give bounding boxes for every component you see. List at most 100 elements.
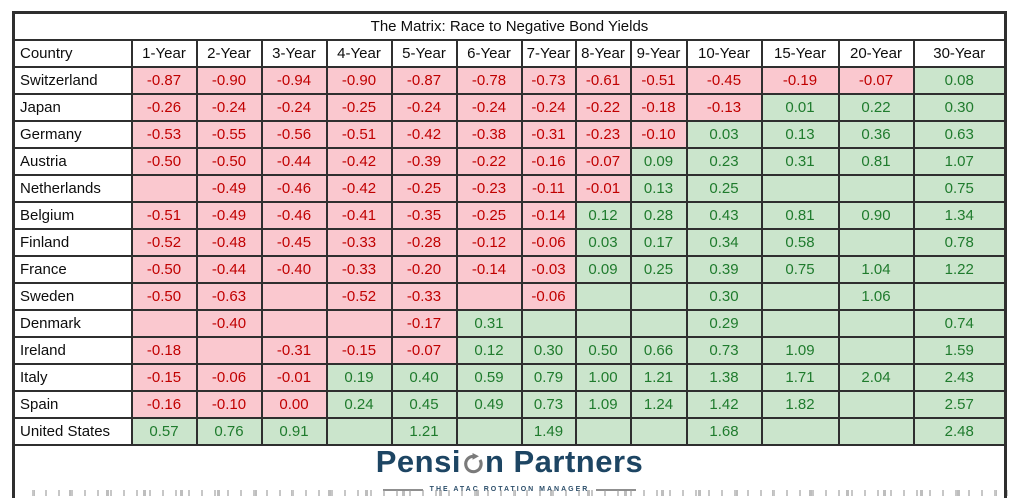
- yield-cell-austria-3-year: -0.44: [260, 147, 328, 176]
- yield-cell-italy-8-year: 1.00: [574, 363, 632, 392]
- yield-cell-austria-20-year: 0.81: [837, 147, 915, 176]
- yield-cell-germany-6-year: -0.38: [455, 120, 523, 149]
- yield-cell-germany-4-year: -0.51: [325, 120, 393, 149]
- yield-cell-austria-7-year: -0.16: [520, 147, 577, 176]
- yield-cell-switzerland-9-year: -0.51: [629, 66, 688, 95]
- yield-cell-germany-3-year: -0.56: [260, 120, 328, 149]
- yield-cell-netherlands-2-year: -0.49: [195, 174, 263, 203]
- table-title: The Matrix: Race to Negative Bond Yields: [12, 11, 1007, 41]
- yield-cell-austria-15-year: 0.31: [760, 147, 840, 176]
- yield-cell-japan-20-year: 0.22: [837, 93, 915, 122]
- yield-cell-italy-30-year: 2.43: [912, 363, 1007, 392]
- yield-cell-denmark-7-year: [520, 309, 577, 338]
- yield-cell-france-15-year: 0.75: [760, 255, 840, 284]
- yield-cell-sweden-4-year: -0.52: [325, 282, 393, 311]
- yield-cell-spain-7-year: 0.73: [520, 390, 577, 419]
- yield-cell-japan-30-year: 0.30: [912, 93, 1007, 122]
- yield-cell-spain-1-year: -0.16: [130, 390, 198, 419]
- yield-cell-ireland-1-year: -0.18: [130, 336, 198, 365]
- yield-cell-denmark-15-year: [760, 309, 840, 338]
- yield-cell-netherlands-3-year: -0.46: [260, 174, 328, 203]
- table-row-netherlands: Netherlands -0.49 -0.46 -0.42 -0.25 -0.23 -0.1…: [12, 174, 1007, 203]
- yield-cell-germany-15-year: 0.13: [760, 120, 840, 149]
- table-row-ireland: Ireland -0.18 -0.31 -0.15 -0.07 0.12 0.30 0.50 0…: [12, 336, 1007, 365]
- yield-cell-denmark-10-year: 0.29: [685, 309, 763, 338]
- tagline-text: THE ATAC ROTATION MANAGER: [430, 477, 590, 498]
- yield-cell-germany-1-year: -0.53: [130, 120, 198, 149]
- country-cell-denmark: Denmark: [12, 309, 133, 338]
- logo-cell: Pensi n Partners THE ATAC ROTATION MANAGE…: [12, 444, 1007, 498]
- yield-cell-austria-30-year: 1.07: [912, 147, 1007, 176]
- column-header-8-year: 8-Year: [574, 39, 632, 68]
- yield-cell-spain-6-year: 0.49: [455, 390, 523, 419]
- yield-cell-france-9-year: 0.25: [629, 255, 688, 284]
- yield-cell-switzerland-6-year: -0.78: [455, 66, 523, 95]
- yield-cell-finland-5-year: -0.28: [390, 228, 458, 257]
- column-header-7-year: 7-Year: [520, 39, 577, 68]
- yield-cell-ireland-3-year: -0.31: [260, 336, 328, 365]
- yield-cell-united-states-8-year: [574, 417, 632, 446]
- yield-cell-germany-10-year: 0.03: [685, 120, 763, 149]
- yield-cell-switzerland-1-year: -0.87: [130, 66, 198, 95]
- yield-cell-switzerland-3-year: -0.94: [260, 66, 328, 95]
- table-row-switzerland: Switzerland -0.87 -0.90 -0.94 -0.90 -0.87 -0.7…: [12, 66, 1007, 95]
- yield-cell-united-states-30-year: 2.48: [912, 417, 1007, 446]
- yield-cell-belgium-1-year: -0.51: [130, 201, 198, 230]
- yield-cell-united-states-4-year: [325, 417, 393, 446]
- yield-cell-italy-20-year: 2.04: [837, 363, 915, 392]
- yield-cell-ireland-8-year: 0.50: [574, 336, 632, 365]
- yield-cell-united-states-7-year: 1.49: [520, 417, 577, 446]
- yield-cell-denmark-6-year: 0.31: [455, 309, 523, 338]
- yield-cell-denmark-8-year: [574, 309, 632, 338]
- yield-cell-spain-5-year: 0.45: [390, 390, 458, 419]
- yield-cell-spain-20-year: [837, 390, 915, 419]
- yield-cell-germany-30-year: 0.63: [912, 120, 1007, 149]
- yield-cell-finland-20-year: [837, 228, 915, 257]
- tagline-rule-right: [596, 488, 637, 491]
- yield-cell-finland-1-year: -0.52: [130, 228, 198, 257]
- yield-cell-netherlands-5-year: -0.25: [390, 174, 458, 203]
- table-row-denmark: Denmark -0.40 -0.17 0.31 0.29 0.74: [12, 309, 1007, 338]
- yield-cell-japan-7-year: -0.24: [520, 93, 577, 122]
- yield-cell-france-10-year: 0.39: [685, 255, 763, 284]
- yield-cell-sweden-20-year: 1.06: [837, 282, 915, 311]
- yield-cell-switzerland-30-year: 0.08: [912, 66, 1007, 95]
- yield-cell-austria-5-year: -0.39: [390, 147, 458, 176]
- yield-cell-denmark-30-year: 0.74: [912, 309, 1007, 338]
- yield-cell-belgium-8-year: 0.12: [574, 201, 632, 230]
- yield-cell-italy-7-year: 0.79: [520, 363, 577, 392]
- clipped-caption-fragment: [32, 490, 1008, 496]
- table-foot: Pensi n Partners THE ATAC ROTATION MANAGE…: [12, 444, 1007, 498]
- yield-cell-austria-2-year: -0.50: [195, 147, 263, 176]
- yield-cell-switzerland-4-year: -0.90: [325, 66, 393, 95]
- yield-cell-finland-8-year: 0.03: [574, 228, 632, 257]
- yield-cell-netherlands-9-year: 0.13: [629, 174, 688, 203]
- yield-cell-denmark-20-year: [837, 309, 915, 338]
- yield-cell-spain-9-year: 1.24: [629, 390, 688, 419]
- yield-cell-finland-7-year: -0.06: [520, 228, 577, 257]
- yield-cell-ireland-2-year: [195, 336, 263, 365]
- yield-cell-japan-4-year: -0.25: [325, 93, 393, 122]
- yield-cell-switzerland-10-year: -0.45: [685, 66, 763, 95]
- table-row-sweden: Sweden -0.50 -0.63 -0.52 -0.33 -0.06 0.30 1.06: [12, 282, 1007, 311]
- yield-cell-france-2-year: -0.44: [195, 255, 263, 284]
- yield-cell-france-20-year: 1.04: [837, 255, 915, 284]
- yield-cell-united-states-6-year: [455, 417, 523, 446]
- yield-cell-austria-1-year: -0.50: [130, 147, 198, 176]
- yield-cell-spain-30-year: 2.57: [912, 390, 1007, 419]
- column-header-2-year: 2-Year: [195, 39, 263, 68]
- country-cell-switzerland: Switzerland: [12, 66, 133, 95]
- yield-cell-belgium-9-year: 0.28: [629, 201, 688, 230]
- yield-cell-italy-1-year: -0.15: [130, 363, 198, 392]
- yield-cell-austria-8-year: -0.07: [574, 147, 632, 176]
- country-cell-germany: Germany: [12, 120, 133, 149]
- pension-partners-logo: Pensi n Partners THE ATAC ROTATION MANAGE…: [376, 447, 644, 498]
- yield-cell-france-8-year: 0.09: [574, 255, 632, 284]
- yield-cell-netherlands-7-year: -0.11: [520, 174, 577, 203]
- column-header-5-year: 5-Year: [390, 39, 458, 68]
- yield-cell-sweden-15-year: [760, 282, 840, 311]
- yield-cell-sweden-10-year: 0.30: [685, 282, 763, 311]
- column-header-30-year: 30-Year: [912, 39, 1007, 68]
- yield-cell-japan-3-year: -0.24: [260, 93, 328, 122]
